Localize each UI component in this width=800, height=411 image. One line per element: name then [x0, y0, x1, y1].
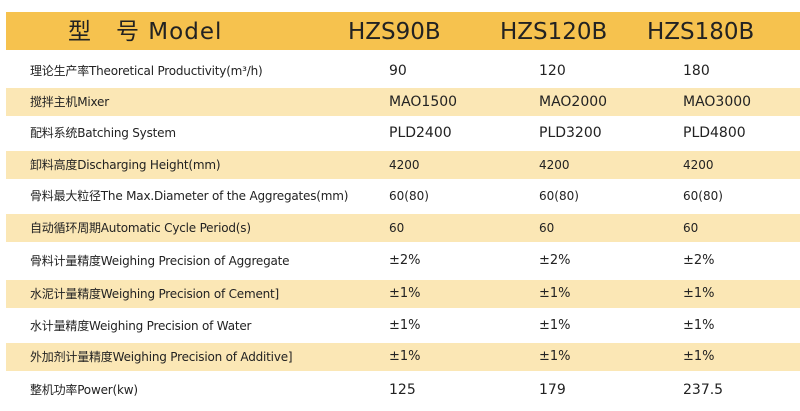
table-row: 骨料最大粒径The Max.Diameter of the Aggregates…	[6, 182, 800, 210]
row-value: MAO1500	[389, 94, 458, 110]
row-label: 配料系统Batching System	[30, 126, 176, 140]
row-value: 60	[389, 221, 405, 235]
table-row: 理论生产率Theoretical Productivity(m³/h) 90 1…	[6, 57, 800, 85]
table-header: 型 号 Model HZS90B HZS120B HZS180B	[6, 12, 800, 50]
table-row: 骨料计量精度Weighing Precision of Aggregate ±2…	[6, 247, 800, 275]
table-row: 水泥计量精度Weighing Precision of Cement] ±1% …	[6, 280, 800, 308]
row-value: PLD2400	[389, 125, 452, 141]
row-value: ±1%	[539, 349, 571, 364]
table-row: 配料系统Batching System PLD2400 PLD3200 PLD4…	[6, 119, 800, 147]
row-value: 60	[539, 221, 555, 235]
row-value: 60(80)	[389, 189, 429, 203]
row-value: ±2%	[683, 253, 715, 268]
row-value: ±1%	[539, 286, 571, 301]
row-label: 整机功率Power(kw)	[30, 383, 138, 397]
table-row: 卸料高度Discharging Height(mm) 4200 4200 420…	[6, 151, 800, 179]
row-label: 理论生产率Theoretical Productivity(m³/h)	[30, 64, 263, 78]
table-row: 搅拌主机Mixer MAO1500 MAO2000 MAO3000	[6, 88, 800, 116]
row-value: 4200	[389, 158, 420, 172]
row-value: ±1%	[683, 318, 715, 333]
header-model-hzs120b: HZS120B	[500, 19, 608, 45]
row-label: 水计量精度Weighing Precision of Water	[30, 319, 252, 333]
row-value: ±1%	[683, 349, 715, 364]
row-label: 外加剂计量精度Weighing Precision of Additive]	[30, 350, 293, 364]
row-value: PLD4800	[683, 125, 746, 141]
row-value: 4200	[539, 158, 570, 172]
table-row: 外加剂计量精度Weighing Precision of Additive] ±…	[6, 343, 800, 371]
row-value: 125	[389, 382, 416, 398]
row-value: ±2%	[389, 253, 421, 268]
row-value: 60	[683, 221, 699, 235]
row-label: 卸料高度Discharging Height(mm)	[30, 158, 221, 172]
row-value: 60(80)	[683, 189, 723, 203]
row-value: 237.5	[683, 382, 724, 398]
row-value: ±1%	[389, 349, 421, 364]
row-value: 90	[389, 63, 407, 79]
row-value: PLD3200	[539, 125, 602, 141]
row-value: ±2%	[539, 253, 571, 268]
table-row: 水计量精度Weighing Precision of Water ±1% ±1%…	[6, 312, 800, 340]
row-label: 自动循环周期Automatic Cycle Period(s)	[30, 221, 251, 235]
row-value: ±1%	[539, 318, 571, 333]
row-value: ±1%	[683, 286, 715, 301]
table-row: 整机功率Power(kw) 125 179 237.5	[6, 376, 800, 404]
header-model-label: 型 号 Model	[68, 19, 223, 45]
row-value: ±1%	[389, 286, 421, 301]
row-value: 60(80)	[539, 189, 579, 203]
header-model-hzs180b: HZS180B	[647, 19, 755, 45]
table-row: 自动循环周期Automatic Cycle Period(s) 60 60 60	[6, 214, 800, 242]
row-value: 179	[539, 382, 566, 398]
row-value: 4200	[683, 158, 714, 172]
row-value: MAO3000	[683, 94, 752, 110]
header-model-hzs90b: HZS90B	[348, 19, 441, 45]
row-label: 搅拌主机Mixer	[30, 95, 109, 109]
row-value: 120	[539, 63, 566, 79]
row-value: MAO2000	[539, 94, 608, 110]
row-label: 骨料最大粒径The Max.Diameter of the Aggregates…	[30, 189, 349, 203]
row-value: 180	[683, 63, 710, 79]
row-label: 骨料计量精度Weighing Precision of Aggregate	[30, 254, 290, 268]
row-value: ±1%	[389, 318, 421, 333]
row-label: 水泥计量精度Weighing Precision of Cement]	[30, 287, 280, 301]
